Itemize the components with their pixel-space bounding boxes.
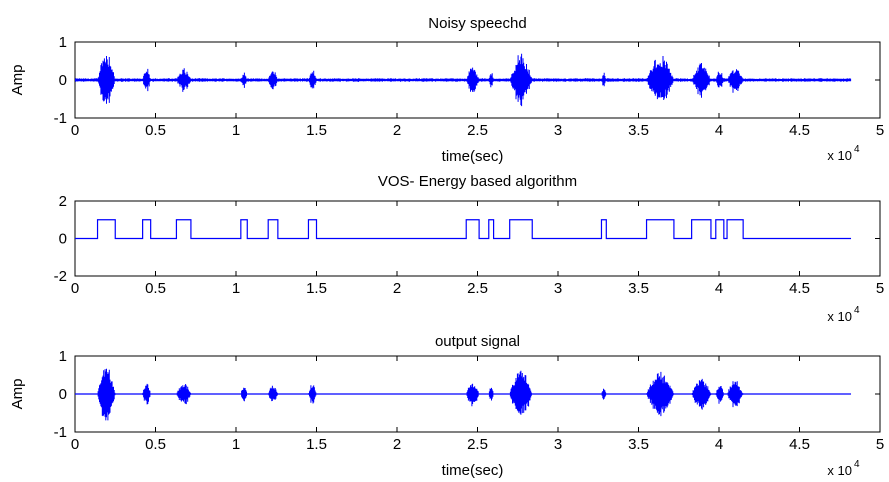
x-multiplier: x 10: [827, 463, 852, 478]
y-tick-label: 0: [59, 72, 67, 89]
x-tick-label: 4: [715, 280, 723, 297]
x-tick-label: 2: [393, 436, 401, 453]
x-tick-label: 0.5: [145, 436, 166, 453]
x-tick-label: 0: [71, 436, 79, 453]
x-tick-label: 3: [554, 122, 562, 139]
x-axis-label: time(sec): [442, 462, 504, 479]
x-tick-label: 5: [876, 436, 884, 453]
x-tick-label: 0: [71, 122, 79, 139]
y-tick-label: 1: [59, 34, 67, 51]
x-tick-label: 2: [393, 280, 401, 297]
x-tick-label: 4: [715, 122, 723, 139]
signal-waveform: [75, 53, 852, 107]
x-tick-label: 4.5: [789, 436, 810, 453]
y-axis-label: Amp: [9, 379, 26, 410]
x-multiplier: x 10: [827, 148, 852, 163]
x-tick-label: 0.5: [145, 122, 166, 139]
vad-step-line: [75, 219, 852, 240]
x-tick-label: 0: [71, 280, 79, 297]
chart-title: VOS- Energy based algorithm: [378, 173, 577, 190]
x-multiplier-exponent: 4: [854, 305, 860, 316]
x-tick-label: 3: [554, 280, 562, 297]
x-tick-label: 1: [232, 122, 240, 139]
x-tick-label: 1: [232, 280, 240, 297]
y-tick-label: -2: [54, 268, 67, 285]
x-tick-label: 4.5: [789, 122, 810, 139]
x-multiplier-exponent: 4: [854, 459, 860, 470]
x-multiplier-exponent: 4: [854, 144, 860, 155]
x-tick-label: 2.5: [467, 436, 488, 453]
y-tick-label: 0: [59, 386, 67, 403]
x-tick-label: 2.5: [467, 280, 488, 297]
series-group: [75, 368, 852, 421]
y-tick-label: 2: [59, 193, 67, 210]
x-tick-label: 3.5: [628, 436, 649, 453]
series-group: [75, 53, 852, 107]
y-tick-label: 1: [59, 348, 67, 365]
x-tick-label: 3.5: [628, 280, 649, 297]
x-tick-label: 5: [876, 280, 884, 297]
x-tick-label: 1.5: [306, 280, 327, 297]
signal-waveform: [97, 368, 744, 421]
x-tick-label: 1.5: [306, 436, 327, 453]
y-tick-label: -1: [54, 424, 67, 441]
x-tick-label: 2: [393, 122, 401, 139]
x-axis-label: time(sec): [442, 148, 504, 165]
y-tick-label: 0: [59, 231, 67, 248]
x-tick-label: 1.5: [306, 122, 327, 139]
y-axis-label: Amp: [9, 65, 26, 96]
x-tick-label: 2.5: [467, 122, 488, 139]
x-tick-label: 3: [554, 436, 562, 453]
x-multiplier: x 10: [827, 309, 852, 324]
x-tick-label: 3.5: [628, 122, 649, 139]
chart-title: Noisy speechd: [428, 15, 526, 32]
series-group: [75, 219, 852, 240]
x-tick-label: 0.5: [145, 280, 166, 297]
x-tick-label: 4: [715, 436, 723, 453]
chart-panel-2: VOS- Energy based algorithm 0 0.5 1 1.5 2 2.5 3…: [54, 173, 885, 324]
chart-title: output signal: [435, 333, 520, 350]
x-tick-label: 5: [876, 122, 884, 139]
y-tick-label: -1: [54, 110, 67, 127]
x-tick-label: 4.5: [789, 280, 810, 297]
x-tick-label: 1: [232, 436, 240, 453]
